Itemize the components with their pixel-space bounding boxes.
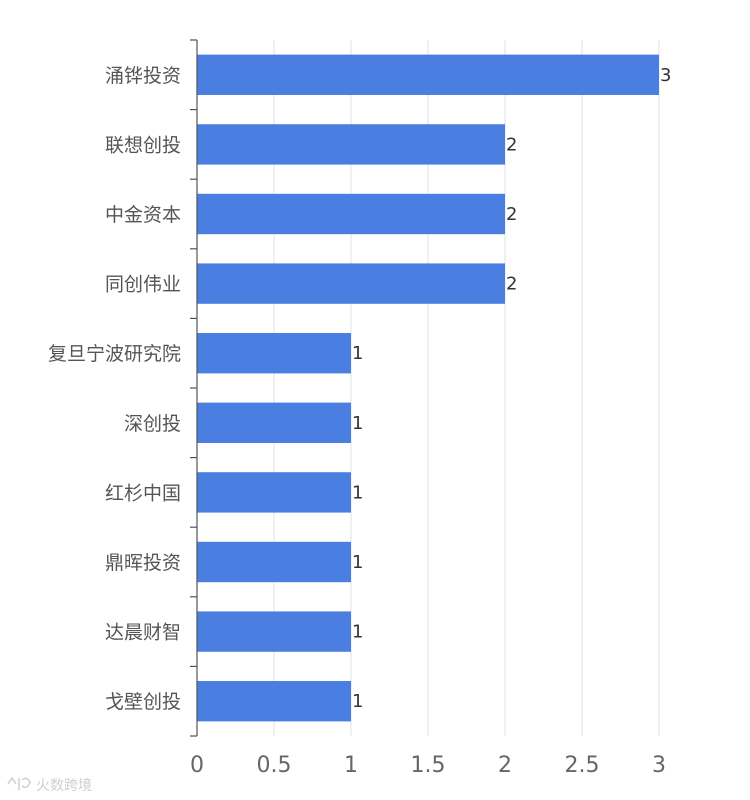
data-label: 2 bbox=[506, 134, 517, 155]
data-label: 1 bbox=[352, 482, 363, 503]
labels: 0 0.5 1 1.5 2 2.5 3 涌铧投资 3 联想创投 2 中金资本 2 同创伟业 2 复旦宁波研究院… bbox=[48, 65, 671, 778]
category-label: 戈壁创投 bbox=[105, 691, 181, 713]
data-label: 1 bbox=[352, 343, 363, 364]
data-label: 1 bbox=[352, 622, 363, 643]
x-tick-label: 3 bbox=[652, 753, 666, 778]
bar bbox=[197, 333, 351, 374]
bars bbox=[197, 54, 659, 722]
category-label: 涌铧投资 bbox=[105, 65, 181, 87]
x-tick-label: 1.5 bbox=[411, 753, 446, 778]
x-tick-label: 1 bbox=[344, 753, 358, 778]
axes bbox=[190, 39, 198, 737]
category-label: 复旦宁波研究院 bbox=[48, 343, 181, 365]
category-label: 鼎晖投资 bbox=[105, 552, 181, 574]
bar bbox=[197, 193, 505, 235]
x-tick-label: 0 bbox=[190, 753, 204, 778]
x-tick-label: 0.5 bbox=[257, 753, 292, 778]
category-label: 达晨财智 bbox=[105, 622, 181, 644]
watermark-text: 火数跨境 bbox=[36, 778, 92, 794]
data-label: 1 bbox=[352, 691, 363, 712]
category-label: 红杉中国 bbox=[105, 482, 181, 504]
data-label: 1 bbox=[352, 413, 363, 434]
x-tick-label: 2 bbox=[498, 753, 512, 778]
x-tick-label: 2.5 bbox=[565, 753, 600, 778]
bar bbox=[197, 611, 351, 652]
watermark: 火数跨境 bbox=[7, 776, 92, 794]
watermark-logo-icon bbox=[7, 776, 31, 790]
bar bbox=[197, 472, 351, 513]
bar bbox=[197, 402, 351, 443]
bar bbox=[197, 124, 505, 165]
data-label: 1 bbox=[352, 552, 363, 573]
bar bbox=[197, 54, 659, 95]
bar bbox=[197, 263, 505, 304]
category-label: 深创投 bbox=[124, 413, 181, 435]
category-label: 中金资本 bbox=[105, 204, 181, 226]
bar bbox=[197, 681, 351, 722]
category-label: 同创伟业 bbox=[105, 274, 181, 296]
data-label: 2 bbox=[506, 274, 517, 295]
category-label: 联想创投 bbox=[105, 134, 181, 156]
data-label: 3 bbox=[660, 65, 671, 86]
bar bbox=[197, 541, 351, 583]
data-label: 2 bbox=[506, 204, 517, 225]
